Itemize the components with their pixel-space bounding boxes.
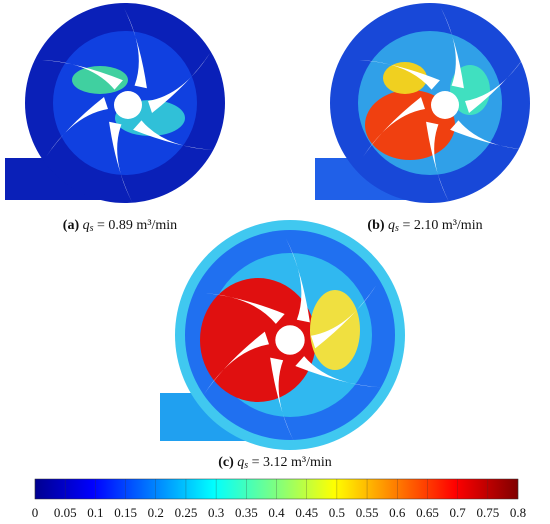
contour-c — [160, 220, 405, 450]
caption-symbol: q — [83, 218, 90, 233]
tick-label: 0.05 — [54, 505, 77, 520]
tick-label: 0.3 — [208, 505, 224, 520]
tick-label: 0.7 — [450, 505, 467, 520]
tick-label: 0.75 — [476, 505, 499, 520]
caption-label: (a) — [63, 218, 80, 233]
contour-a — [5, 3, 225, 203]
tick-label: 0.5 — [329, 505, 345, 520]
tick-label: 0.25 — [175, 505, 198, 520]
tick-label: 0.35 — [235, 505, 258, 520]
tick-label: 0.55 — [356, 505, 379, 520]
caption: (a) qs = 0.89 m³/min — [63, 218, 177, 236]
caption-subscript: s — [244, 460, 248, 471]
caption-value: = 3.12 m³/min — [252, 455, 332, 470]
caption-symbol: q — [237, 455, 244, 470]
colorbar-ticks: 0 0.05 0.1 0.15 0.2 0.25 0.3 0.35 0.4 0.45 0.5 0.55… — [32, 479, 526, 520]
caption-symbol: q — [388, 218, 395, 233]
tick-label: 0.4 — [268, 505, 285, 520]
contour-b — [315, 3, 531, 203]
tick-label: 0.45 — [295, 505, 318, 520]
tick-label: 0.2 — [148, 505, 164, 520]
tick-label: 0.6 — [389, 505, 406, 520]
tick-label: 0.65 — [416, 505, 439, 520]
caption: (c) qs = 3.12 m³/min — [218, 455, 332, 473]
caption-value: = 0.89 m³/min — [97, 218, 177, 233]
tick-label: 0 — [32, 505, 39, 520]
caption-value: = 2.10 m³/min — [402, 218, 482, 233]
caption: (b) qs = 2.10 m³/min — [367, 218, 482, 236]
caption-subscript: s — [90, 223, 94, 234]
caption-label: (c) — [218, 455, 234, 470]
tick-label: 0.8 — [510, 505, 526, 520]
caption-label: (b) — [367, 218, 384, 233]
caption-subscript: s — [395, 223, 399, 234]
tick-label: 0.15 — [114, 505, 137, 520]
tick-label: 0.1 — [87, 505, 103, 520]
